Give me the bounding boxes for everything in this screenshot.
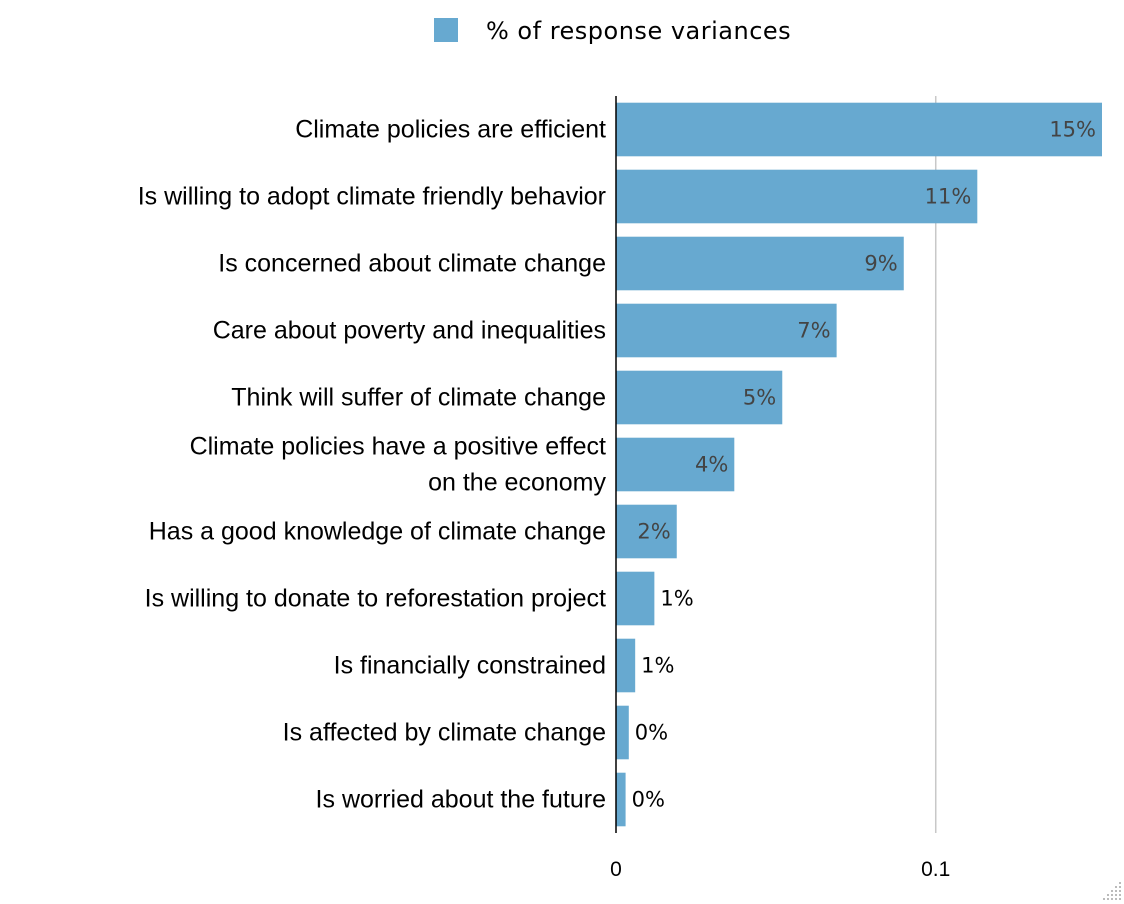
- bar: [616, 437, 735, 492]
- data-label: 0%: [635, 721, 668, 745]
- category-label: Is financially constrained: [334, 652, 606, 680]
- category-label: Is willing to donate to reforestation pr…: [145, 585, 606, 613]
- bar: [616, 169, 978, 224]
- category-label: Climate policies have a positive effect: [190, 433, 606, 461]
- bar: [616, 102, 1102, 157]
- data-label: 1%: [660, 587, 693, 611]
- bar: [616, 571, 655, 626]
- legend-swatch: [434, 18, 458, 42]
- resize-grip-icon: [1103, 882, 1121, 900]
- x-tick-labels: 0 0.1: [610, 858, 950, 881]
- category-label: Climate policies are efficient: [295, 116, 606, 144]
- category-label: Is willing to adopt climate friendly beh…: [138, 183, 606, 211]
- category-label: Care about poverty and inequalities: [213, 317, 606, 345]
- data-label: 4%: [695, 453, 728, 477]
- data-label: 1%: [641, 654, 674, 678]
- data-label: 5%: [743, 386, 776, 410]
- data-label: 2%: [637, 520, 670, 544]
- data-label: 9%: [864, 252, 897, 276]
- bars: [616, 102, 1102, 827]
- category-label: Has a good knowledge of climate change: [149, 518, 606, 546]
- data-label: 15%: [1049, 118, 1096, 142]
- data-labels: 15% 11% 9% 7% 5% 4% 2% 1% 1% 0% 0%: [632, 118, 1096, 812]
- bar: [616, 772, 626, 827]
- category-label: Is concerned about climate change: [218, 250, 606, 278]
- category-labels: Climate policies are efficient Is willing…: [138, 116, 607, 814]
- bar: [616, 236, 904, 291]
- bar: [616, 504, 677, 559]
- bar: [616, 370, 783, 425]
- bar: [616, 705, 629, 760]
- legend-label: % of response variances: [486, 17, 791, 45]
- data-label: 0%: [632, 788, 665, 812]
- category-label: on the economy: [428, 469, 606, 497]
- category-label: Is affected by climate change: [283, 719, 606, 747]
- x-tick-label: 0.1: [921, 858, 950, 881]
- data-label: 7%: [797, 319, 830, 343]
- data-label: 11%: [925, 185, 972, 209]
- category-label: Think will suffer of climate change: [231, 384, 606, 412]
- bar: [616, 638, 636, 693]
- category-label: Is worried about the future: [316, 786, 606, 814]
- x-tick-label: 0: [610, 858, 622, 881]
- bar: [616, 303, 837, 358]
- legend: % of response variances: [434, 17, 791, 45]
